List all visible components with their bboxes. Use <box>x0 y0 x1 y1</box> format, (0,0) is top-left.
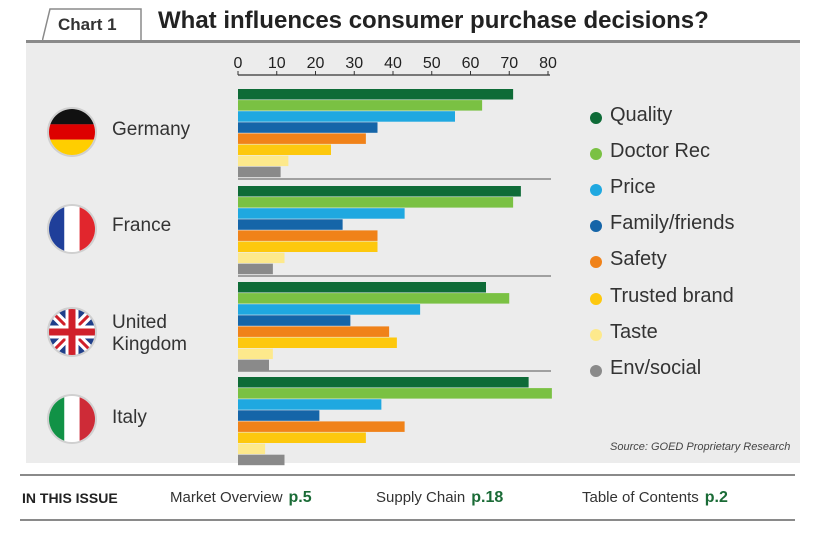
legend-swatch-env-social <box>590 365 602 377</box>
footer-link-supply-chain[interactable]: Supply Chain p.18 <box>376 489 503 507</box>
x-tick-label: 40 <box>384 55 402 72</box>
bar-united-kingdom-family-friends <box>238 315 351 326</box>
bar-united-kingdom-quality <box>238 282 486 293</box>
source-note: Source: GOED Proprietary Research <box>610 441 791 453</box>
bar-united-kingdom-trusted-brand <box>238 337 397 348</box>
bar-chart: 0 10 20 30 40 50 60 70 80 <box>234 55 557 466</box>
footer-page-ref: p.18 <box>471 489 504 506</box>
bar-germany-doctor-rec <box>238 100 483 111</box>
bar-germany-taste <box>238 155 289 167</box>
legend-swatch-family-friends <box>590 220 602 232</box>
legend-swatch-taste <box>590 329 602 341</box>
x-tick-label: 10 <box>268 55 286 72</box>
legend-label-env-social: Env/social <box>610 357 702 379</box>
legend-swatch-trusted-brand <box>590 293 602 305</box>
bar-germany-trusted-brand <box>238 144 331 155</box>
legend-label-family-friends: Family/friends <box>610 212 735 234</box>
footer-link-market-overview[interactable]: Market Overview p.5 <box>170 489 312 507</box>
bar-italy-family-friends <box>238 410 320 421</box>
legend-label-safety: Safety <box>610 248 667 270</box>
legend-label-doctor-rec: Doctor Rec <box>610 140 711 162</box>
bar-italy-taste <box>238 443 266 455</box>
bar-united-kingdom-safety <box>238 326 390 337</box>
footer-link-label: Market Overview <box>170 489 283 506</box>
legend-swatch-safety <box>590 256 602 268</box>
footer-link-label: Table of Contents <box>582 489 699 506</box>
italy-flag-icon <box>47 394 97 444</box>
bar-italy-price <box>238 399 382 410</box>
uk-flag-icon <box>47 307 97 357</box>
bar-italy-env-social <box>238 454 285 466</box>
bar-germany-env-social <box>238 166 281 178</box>
bar-france-env-social <box>238 263 273 275</box>
bar-france-safety <box>238 230 378 241</box>
footer-page-ref: p.2 <box>704 489 728 506</box>
x-tick-label: 20 <box>307 55 325 72</box>
bar-france-trusted-brand <box>238 241 378 252</box>
x-tick-label: 60 <box>462 55 480 72</box>
bar-italy-doctor-rec <box>238 388 552 399</box>
bar-italy-quality <box>238 377 529 388</box>
country-label-germany: Germany <box>112 119 191 140</box>
in-this-issue-heading: IN THIS ISSUE <box>22 490 118 506</box>
footer-bottom-rule <box>20 519 795 521</box>
bar-germany-safety <box>238 133 366 144</box>
legend-swatch-price <box>590 184 602 196</box>
bar-germany-price <box>238 111 455 122</box>
bar-france-taste <box>238 252 285 264</box>
x-tick-label: 50 <box>423 55 441 72</box>
legend-swatch-doctor-rec <box>590 148 602 160</box>
x-tick-label: 0 <box>234 55 243 72</box>
chart-number-label: Chart 1 <box>58 15 117 34</box>
footer-link-label: Supply Chain <box>376 489 466 506</box>
bar-united-kingdom-taste <box>238 348 273 360</box>
x-tick-label: 80 <box>539 55 557 72</box>
footer-page-ref: p.5 <box>288 489 312 506</box>
chart-number-tab: Chart 1 <box>42 8 142 42</box>
country-label-united-kingdom: United Kingdom <box>112 312 187 355</box>
footer-top-rule <box>20 474 795 476</box>
x-tick-label: 70 <box>500 55 518 72</box>
bar-italy-trusted-brand <box>238 432 366 443</box>
bar-italy-safety <box>238 421 405 432</box>
france-flag-icon <box>47 204 97 254</box>
country-label-italy: Italy <box>112 407 147 428</box>
bar-germany-family-friends <box>238 122 378 133</box>
bar-france-family-friends <box>238 219 343 230</box>
legend-label-price: Price <box>610 176 656 198</box>
legend-label-taste: Taste <box>610 321 658 343</box>
legend-swatch-quality <box>590 112 602 124</box>
bar-france-quality <box>238 186 521 197</box>
bar-united-kingdom-env-social <box>238 359 269 371</box>
germany-flag-icon <box>47 107 97 157</box>
bar-united-kingdom-doctor-rec <box>238 293 510 304</box>
bar-germany-quality <box>238 89 514 100</box>
x-tick-label: 30 <box>345 55 363 72</box>
country-label-france: France <box>112 215 172 236</box>
bar-france-price <box>238 208 405 219</box>
title-divider <box>26 40 800 43</box>
footer-link-table-of-contents[interactable]: Table of Contents p.2 <box>582 489 728 507</box>
chart-title: What influences consumer purchase decisi… <box>158 7 709 34</box>
legend-label-quality: Quality <box>610 104 673 126</box>
bar-united-kingdom-price <box>238 304 421 315</box>
bar-france-doctor-rec <box>238 197 514 208</box>
legend-label-trusted-brand: Trusted brand <box>610 285 734 307</box>
